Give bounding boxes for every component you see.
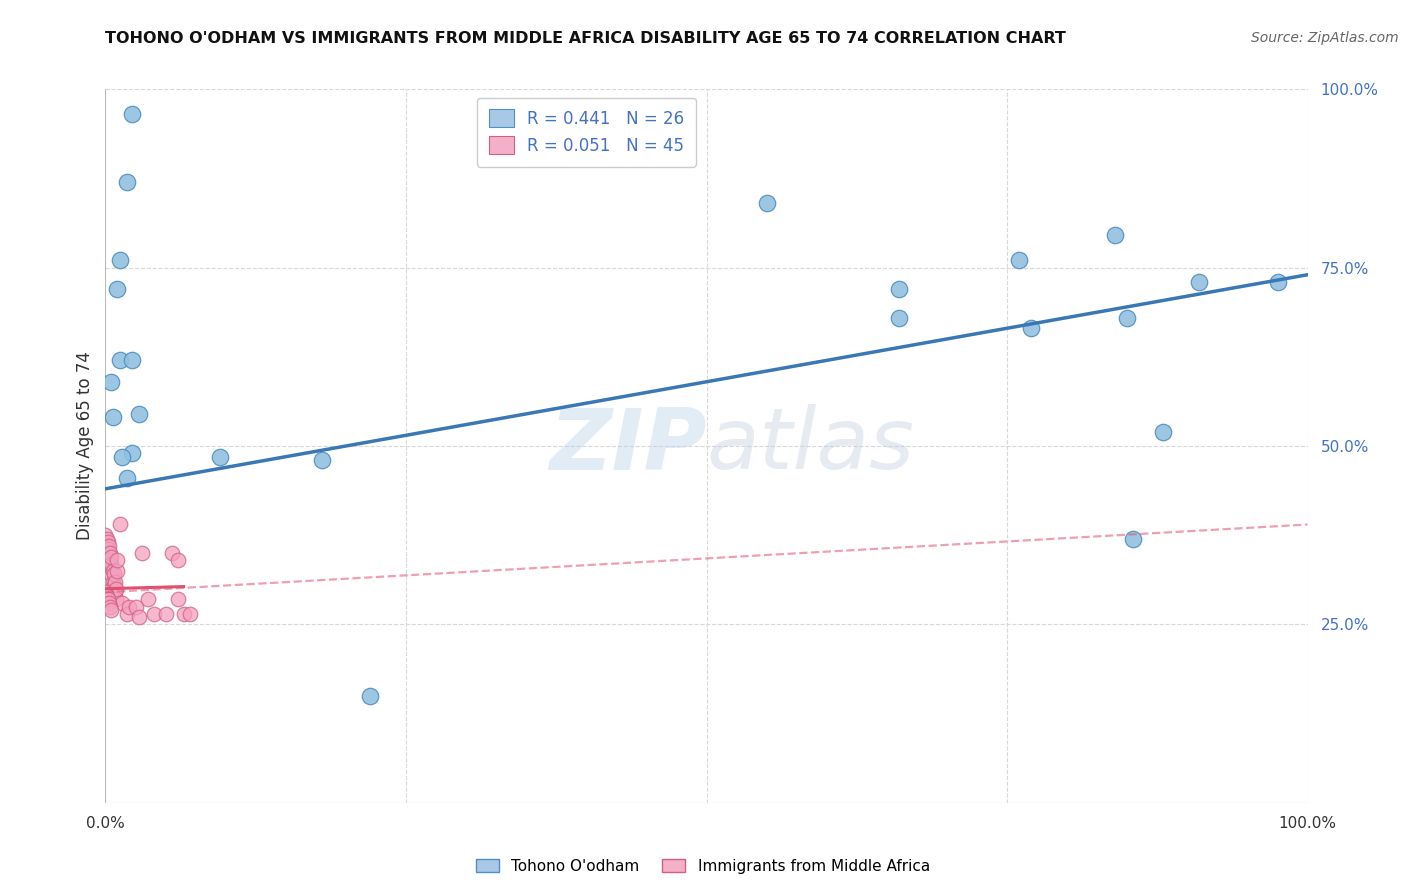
Point	[108, 253, 131, 268]
Point	[1152, 425, 1174, 439]
Point	[98, 553, 121, 567]
Point	[104, 585, 127, 599]
Point	[208, 450, 231, 464]
Point	[124, 599, 146, 614]
Point	[121, 107, 143, 121]
Point	[97, 542, 120, 557]
Point	[115, 607, 138, 621]
Point	[121, 446, 143, 460]
Point	[1019, 321, 1042, 335]
Point	[98, 553, 121, 567]
Point	[101, 574, 124, 589]
Point	[97, 592, 120, 607]
Point	[359, 689, 381, 703]
Point	[98, 546, 121, 560]
Point	[98, 539, 121, 553]
Y-axis label: Disability Age 65 to 74: Disability Age 65 to 74	[76, 351, 94, 541]
Point	[96, 539, 118, 553]
Point	[118, 599, 141, 614]
Point	[115, 471, 138, 485]
Point	[111, 450, 134, 464]
Point	[887, 282, 910, 296]
Point	[104, 574, 127, 589]
Point	[128, 610, 150, 624]
Point	[108, 353, 131, 368]
Point	[166, 553, 188, 567]
Point	[121, 353, 143, 368]
Point	[160, 546, 183, 560]
Legend: R = 0.441   N = 26, R = 0.051   N = 45: R = 0.441 N = 26, R = 0.051 N = 45	[477, 97, 696, 167]
Point	[131, 546, 153, 560]
Point	[107, 553, 129, 567]
Point	[96, 589, 118, 603]
Text: TOHONO O'ODHAM VS IMMIGRANTS FROM MIDDLE AFRICA DISABILITY AGE 65 TO 74 CORRELAT: TOHONO O'ODHAM VS IMMIGRANTS FROM MIDDLE…	[105, 31, 1066, 46]
Point	[100, 557, 122, 571]
Legend: Tohono O'odham, Immigrants from Middle Africa: Tohono O'odham, Immigrants from Middle A…	[470, 853, 936, 880]
Point	[142, 607, 165, 621]
Point	[1116, 310, 1139, 325]
Text: Source: ZipAtlas.com: Source: ZipAtlas.com	[1251, 31, 1399, 45]
Text: ZIP: ZIP	[548, 404, 707, 488]
Point	[103, 578, 125, 592]
Point	[1267, 275, 1289, 289]
Point	[107, 564, 129, 578]
Point	[155, 607, 177, 621]
Text: atlas: atlas	[707, 404, 914, 488]
Point	[111, 596, 134, 610]
Point	[173, 607, 195, 621]
Point	[105, 582, 128, 596]
Point	[100, 549, 122, 564]
Point	[136, 592, 159, 607]
Point	[887, 310, 910, 325]
Point	[98, 560, 121, 574]
Point	[128, 407, 150, 421]
Point	[108, 517, 131, 532]
Point	[755, 196, 778, 211]
Point	[103, 567, 125, 582]
Point	[94, 585, 117, 599]
Point	[94, 528, 117, 542]
Point	[115, 175, 138, 189]
Point	[98, 599, 121, 614]
Point	[107, 282, 129, 296]
Point	[1122, 532, 1144, 546]
Point	[96, 532, 118, 546]
Point	[100, 375, 122, 389]
Point	[98, 596, 121, 610]
Point	[1188, 275, 1211, 289]
Point	[101, 410, 124, 425]
Point	[100, 567, 122, 582]
Point	[1008, 253, 1031, 268]
Point	[100, 603, 122, 617]
Point	[101, 564, 124, 578]
Point	[97, 535, 120, 549]
Point	[311, 453, 333, 467]
Point	[1104, 228, 1126, 243]
Point	[98, 546, 121, 560]
Point	[166, 592, 188, 607]
Point	[105, 592, 128, 607]
Point	[179, 607, 201, 621]
